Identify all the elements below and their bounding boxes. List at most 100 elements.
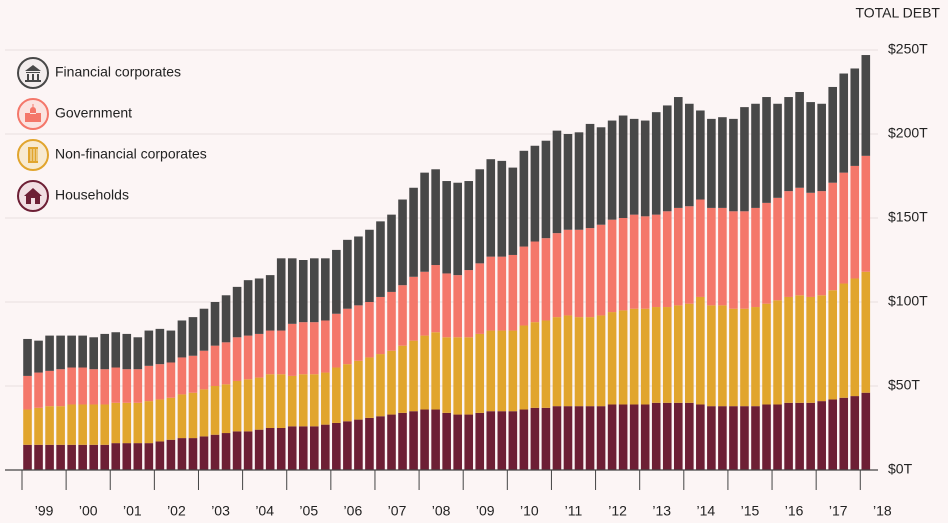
bar-segment: [276, 330, 286, 375]
bar-segment: [640, 216, 650, 309]
bar-segment: [387, 350, 396, 415]
bar-segment: [409, 187, 418, 277]
bar-segment: [596, 127, 606, 225]
bar-segment: [618, 115, 628, 218]
bar-segment: [243, 335, 253, 380]
bar-segment: [376, 221, 385, 297]
bar-segment: [177, 320, 187, 358]
bar-segment: [497, 411, 507, 470]
bar-segment: [806, 296, 815, 403]
bar-segment: [563, 406, 573, 470]
bar-segment: [464, 337, 474, 415]
bar-segment: [762, 97, 771, 203]
legend-label: Government: [55, 105, 132, 121]
x-tick-label: ’08: [432, 503, 451, 519]
bar-segment: [254, 333, 264, 378]
bar-segment: [740, 406, 749, 470]
bar-segment: [850, 165, 860, 279]
bar-segment: [177, 438, 187, 470]
bar-segment: [640, 308, 650, 405]
bar-segment: [651, 214, 661, 308]
bar-segment: [773, 103, 782, 198]
bar-segment: [144, 365, 154, 402]
legend-icon: [17, 57, 49, 89]
legend-icon: [17, 139, 49, 171]
bar-segment: [795, 295, 804, 403]
bar-segment: [861, 55, 871, 156]
bar-segment: [155, 441, 165, 470]
x-tick-label: ’04: [255, 503, 274, 519]
bar-segment: [773, 197, 782, 301]
legend-icon: [17, 180, 49, 212]
bar-segment: [740, 107, 749, 212]
bar-segment: [751, 307, 760, 407]
bar-segment: [34, 340, 43, 373]
bar-segment: [34, 407, 43, 445]
bar-segment: [596, 315, 606, 407]
bar-segment: [188, 392, 198, 439]
bar-segment: [530, 407, 540, 470]
bar-segment: [133, 337, 143, 370]
y-tick-label: $50T: [888, 377, 920, 393]
bar-segment: [618, 310, 628, 405]
bar-segment: [519, 409, 529, 470]
bar-segment: [629, 118, 639, 215]
bar-segment: [596, 406, 606, 470]
bar-segment: [729, 211, 738, 309]
bar-segment: [144, 401, 154, 444]
bar-segment: [78, 444, 87, 470]
bar-segment: [475, 412, 485, 470]
bar-segment: [806, 102, 815, 193]
bar-segment: [122, 333, 132, 370]
bar-segment: [817, 401, 826, 470]
bar-segment: [133, 443, 143, 470]
bar-segment: [497, 330, 507, 412]
bar-segment: [155, 328, 165, 365]
bar-segment: [232, 431, 242, 470]
bar-segment: [552, 406, 562, 470]
bar-segment: [89, 369, 98, 405]
bar-segment: [707, 207, 716, 306]
bar-segment: [166, 362, 176, 398]
bar-segment: [232, 286, 242, 338]
x-tick-label: ’12: [608, 503, 627, 519]
bar-segment: [45, 406, 54, 445]
x-tick-label: ’11: [565, 503, 583, 519]
bar-segment: [497, 256, 507, 331]
bar-segment: [321, 424, 330, 470]
x-tick-label: ’13: [652, 503, 671, 519]
bar-segment: [651, 307, 661, 403]
bar-segment: [585, 317, 595, 407]
bar-segment: [144, 443, 154, 470]
bar-segment: [685, 103, 694, 207]
bar-segment: [839, 283, 849, 398]
bar-segment: [243, 431, 253, 470]
bar-segment: [508, 411, 518, 470]
bar-segment: [166, 330, 176, 363]
bar-segment: [111, 332, 121, 368]
bar-segment: [243, 280, 253, 336]
bar-segment: [221, 384, 231, 434]
bar-segment: [651, 402, 661, 470]
bar-segment: [673, 305, 683, 403]
bar-segment: [718, 305, 727, 407]
bar-segment: [343, 239, 352, 309]
bar-segment: [464, 270, 474, 338]
bar-segment: [530, 241, 540, 323]
bar-segment: [718, 117, 727, 208]
bar-segment: [332, 249, 341, 314]
bar-segment: [199, 308, 209, 351]
bar-segment: [23, 375, 32, 410]
bar-segment: [111, 443, 121, 470]
bar-segment: [784, 296, 793, 403]
bar-segment: [696, 110, 705, 200]
bar-segment: [56, 444, 65, 470]
bar-segment: [89, 404, 98, 445]
bar-segment: [696, 199, 705, 297]
bar-segment: [585, 123, 595, 229]
bar-segment: [475, 169, 485, 264]
bar-segment: [629, 214, 639, 309]
x-tick-label: ’10: [520, 503, 539, 519]
bar-segment: [56, 406, 65, 445]
